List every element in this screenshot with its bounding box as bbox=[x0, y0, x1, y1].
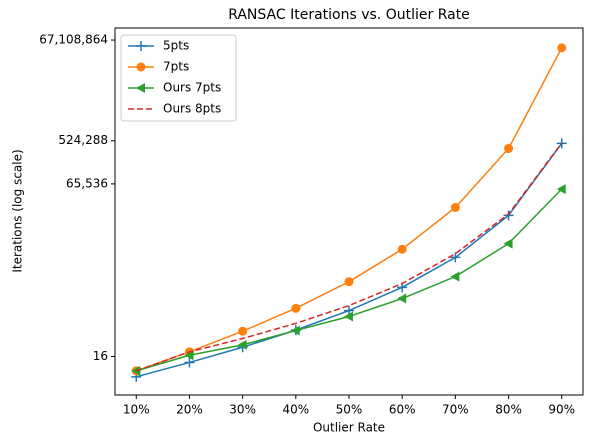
x-tick-label: 80% bbox=[495, 403, 522, 417]
marker bbox=[291, 303, 301, 313]
marker bbox=[504, 144, 514, 154]
marker bbox=[397, 293, 407, 304]
x-tick-label: 10% bbox=[123, 403, 150, 417]
x-tick-label: 30% bbox=[229, 403, 256, 417]
marker bbox=[237, 339, 247, 350]
x-tick-label: 60% bbox=[389, 403, 416, 417]
marker bbox=[450, 271, 460, 282]
marker bbox=[397, 244, 407, 254]
legend-box bbox=[120, 34, 237, 122]
series-line bbox=[136, 142, 563, 372]
x-tick-label: 90% bbox=[548, 403, 575, 417]
marker bbox=[290, 325, 300, 336]
legend-label: Ours 7pts bbox=[163, 81, 221, 95]
chart-title: RANSAC Iterations vs. Outlier Rate bbox=[228, 7, 470, 23]
x-axis-label: Outlier Rate bbox=[313, 421, 385, 435]
marker bbox=[450, 202, 460, 212]
x-tick-label: 70% bbox=[442, 403, 469, 417]
marker bbox=[503, 210, 514, 221]
y-axis-label: Iterations (log scale) bbox=[11, 149, 25, 272]
marker bbox=[184, 350, 194, 361]
x-tick-label: 20% bbox=[176, 403, 203, 417]
marker bbox=[450, 252, 461, 263]
legend-marker bbox=[136, 41, 146, 51]
marker bbox=[503, 238, 513, 249]
y-tick-label: 16 bbox=[93, 349, 108, 363]
series-line bbox=[136, 142, 563, 378]
legend-label: Ours 8pts bbox=[163, 102, 221, 116]
marker bbox=[238, 326, 248, 336]
legend-marker bbox=[136, 62, 146, 72]
marker bbox=[131, 365, 141, 376]
marker bbox=[184, 357, 195, 368]
marker bbox=[344, 311, 353, 322]
marker bbox=[557, 43, 567, 53]
y-tick-label: 524,288 bbox=[58, 133, 108, 147]
legend-label: 5pts bbox=[163, 39, 189, 53]
legend-label: 7pts bbox=[163, 60, 189, 74]
y-tick-label: 65,536 bbox=[66, 176, 108, 190]
marker bbox=[344, 277, 354, 287]
legend-marker bbox=[136, 83, 145, 93]
marker bbox=[556, 184, 566, 195]
x-tick-label: 50% bbox=[336, 403, 363, 417]
y-tick-label: 67,108,864 bbox=[39, 33, 108, 47]
x-tick-label: 40% bbox=[282, 403, 309, 417]
